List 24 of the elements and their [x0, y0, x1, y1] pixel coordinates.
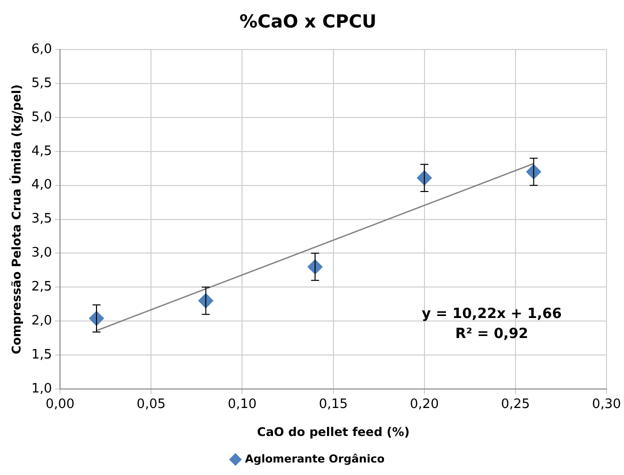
x-tick-label: 0,15 — [318, 397, 348, 412]
x-tick-label: 0,10 — [228, 397, 257, 412]
y-tick-label: 4,0 — [31, 178, 52, 193]
y-tick-label: 3,5 — [31, 212, 52, 227]
y-tick-label: 5,5 — [31, 76, 52, 91]
legend-label: Aglomerante Orgânico — [244, 452, 385, 466]
x-tick-label: 0,05 — [136, 397, 166, 412]
x-tick-label: 0,20 — [410, 397, 439, 412]
annotation: R² = 0,92 — [455, 326, 528, 342]
chart-title: %CaO x CPCU — [239, 11, 377, 32]
y-tick-label: 6,0 — [31, 42, 52, 57]
y-tick-label: 4,5 — [31, 144, 52, 159]
y-tick-label: 5,0 — [31, 110, 52, 125]
x-tick-label: 0,25 — [500, 397, 530, 412]
y-tick-label: 3,0 — [31, 246, 52, 261]
x-tick-label: 0,00 — [46, 397, 75, 412]
y-tick-label: 2,5 — [31, 280, 52, 295]
y-tick-label: 1,0 — [31, 381, 52, 396]
x-axis-title: CaO do pellet feed (%) — [257, 424, 410, 439]
y-tick-label: 2,0 — [31, 313, 52, 328]
annotation: y = 10,22x + 1,66 — [422, 306, 562, 322]
y-tick-label: 1,5 — [31, 347, 52, 362]
x-tick-label: 0,30 — [592, 397, 622, 412]
y-axis-title: Compressão Pelota Crua Úmida (kg/pel) — [8, 84, 24, 354]
